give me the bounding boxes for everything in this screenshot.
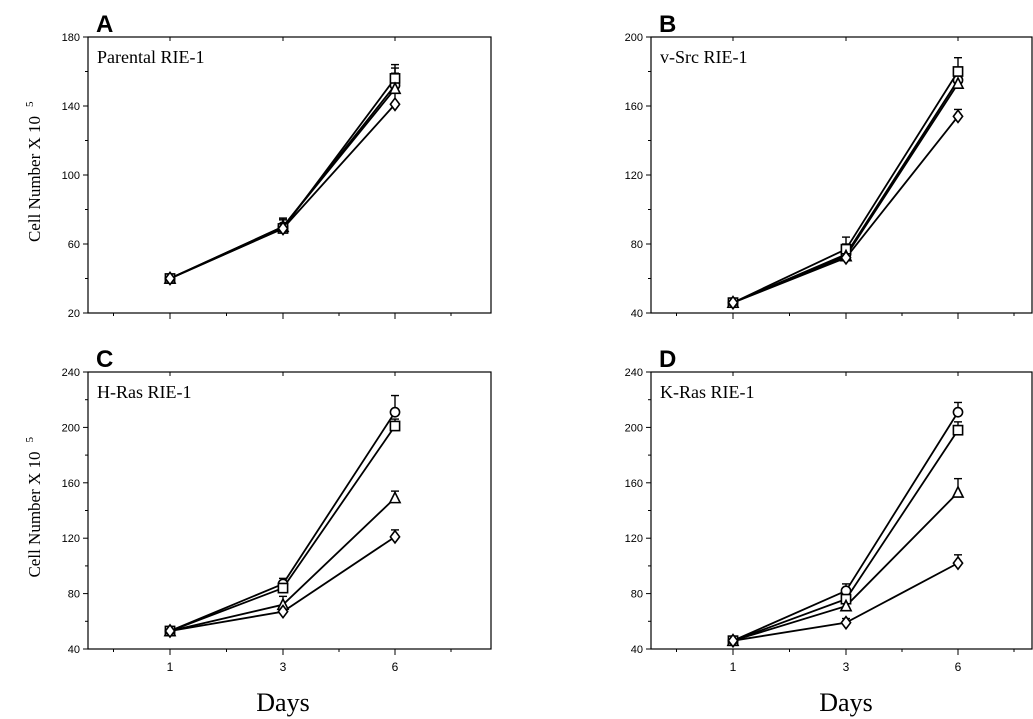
diamond-marker: [164, 623, 176, 639]
x-axis-label: Days: [256, 688, 309, 717]
triangle-marker: [951, 76, 965, 89]
y-tick-label: 160: [62, 478, 80, 490]
panel-a: 20 60 100 140 180 A Parental RIE-1 Cell Number …: [24, 11, 492, 320]
y-tick-label: 240: [625, 367, 643, 379]
y-axis-label: Cell Number X 10: [25, 451, 44, 577]
y-tick-label: 20: [68, 308, 80, 320]
panel-title: Parental RIE-1: [97, 47, 204, 67]
series-line-triangle: [732, 83, 959, 304]
y-tick-label: 80: [631, 589, 643, 601]
panel-d: 40 80 120 160 200 240 1 3 6 D K-Ras RIE-1 Days: [625, 346, 1033, 717]
diamond-marker: [840, 615, 852, 631]
panel-title: K-Ras RIE-1: [660, 382, 754, 402]
square-marker: [952, 424, 964, 436]
y-tick-label: 60: [68, 239, 80, 251]
y-tick-label: 160: [625, 478, 643, 490]
x-tick-label: 6: [392, 660, 399, 674]
diamond-marker: [727, 633, 739, 649]
diamond-marker: [164, 271, 176, 286]
y-tick-label: 240: [62, 367, 80, 379]
y-tick-label: 180: [62, 32, 80, 44]
y-tick-label: 80: [68, 589, 80, 601]
triangle-marker: [951, 485, 965, 498]
series-line-circle: [169, 84, 396, 280]
y-tick-label: 120: [625, 533, 643, 545]
y-tick-label: 200: [625, 32, 643, 44]
x-axis-label: Days: [819, 688, 872, 717]
x-tick-label: 6: [955, 660, 962, 674]
diamond-marker: [952, 555, 964, 571]
y-tick-label: 40: [68, 644, 80, 656]
y-tick-label: 100: [62, 170, 80, 182]
y-tick-label: 80: [631, 239, 643, 251]
panel-label: C: [96, 346, 113, 373]
y-tick-label: 120: [625, 170, 643, 182]
y-tick-label: 140: [62, 101, 80, 113]
y-tick-label: 40: [631, 308, 643, 320]
panel-b: 40 80 120 160 200 Bv-Src RIE-1: [625, 11, 1033, 320]
series-line-triangle: [169, 88, 396, 280]
diamond-marker: [952, 108, 964, 124]
triangle-marker: [839, 598, 853, 612]
x-tick-label: 3: [280, 660, 287, 674]
y-tick-label: 160: [625, 101, 643, 113]
diamond-marker: [277, 604, 289, 620]
y-tick-label: 200: [62, 422, 80, 434]
y-tick-label: 200: [625, 422, 643, 434]
panel-label: B: [659, 11, 676, 38]
plot-frame: [87, 36, 492, 314]
series-line-square: [169, 77, 396, 280]
panel-label: A: [96, 11, 113, 38]
y-tick-label: 40: [631, 644, 643, 656]
diamond-marker: [727, 295, 739, 311]
triangle-marker: [388, 81, 402, 95]
circle-marker: [952, 406, 964, 418]
panel-title: v-Src RIE-1: [660, 47, 747, 67]
y-tick-label: 120: [62, 533, 80, 545]
triangle-marker: [388, 490, 402, 504]
square-marker: [952, 66, 964, 77]
series-line-square: [732, 71, 959, 304]
x-tick-label: 3: [843, 660, 850, 674]
series-line-diamond: [732, 115, 959, 304]
diamond-marker: [277, 221, 289, 236]
x-tick-label: 1: [167, 660, 174, 674]
y-axis-label-exponent: 5: [24, 437, 36, 443]
diamond-marker: [389, 529, 401, 545]
plot-frame: [650, 36, 1033, 314]
x-tick-label: 1: [730, 660, 737, 674]
y-axis-label-exponent: 5: [24, 101, 36, 107]
diamond-marker: [840, 250, 852, 266]
diamond-marker: [389, 96, 401, 112]
y-axis-label: Cell Number X 10: [25, 116, 44, 242]
panel-title: H-Ras RIE-1: [97, 382, 191, 402]
panel-c: 40 80 120 160 200 240 1 3 6 C H-Ras RIE-1 Cell Numb…: [24, 346, 492, 717]
circle-marker: [389, 406, 401, 418]
square-marker: [389, 420, 401, 432]
square-marker: [277, 582, 289, 594]
panel-label: D: [659, 346, 676, 373]
series-line-circle: [732, 79, 959, 304]
